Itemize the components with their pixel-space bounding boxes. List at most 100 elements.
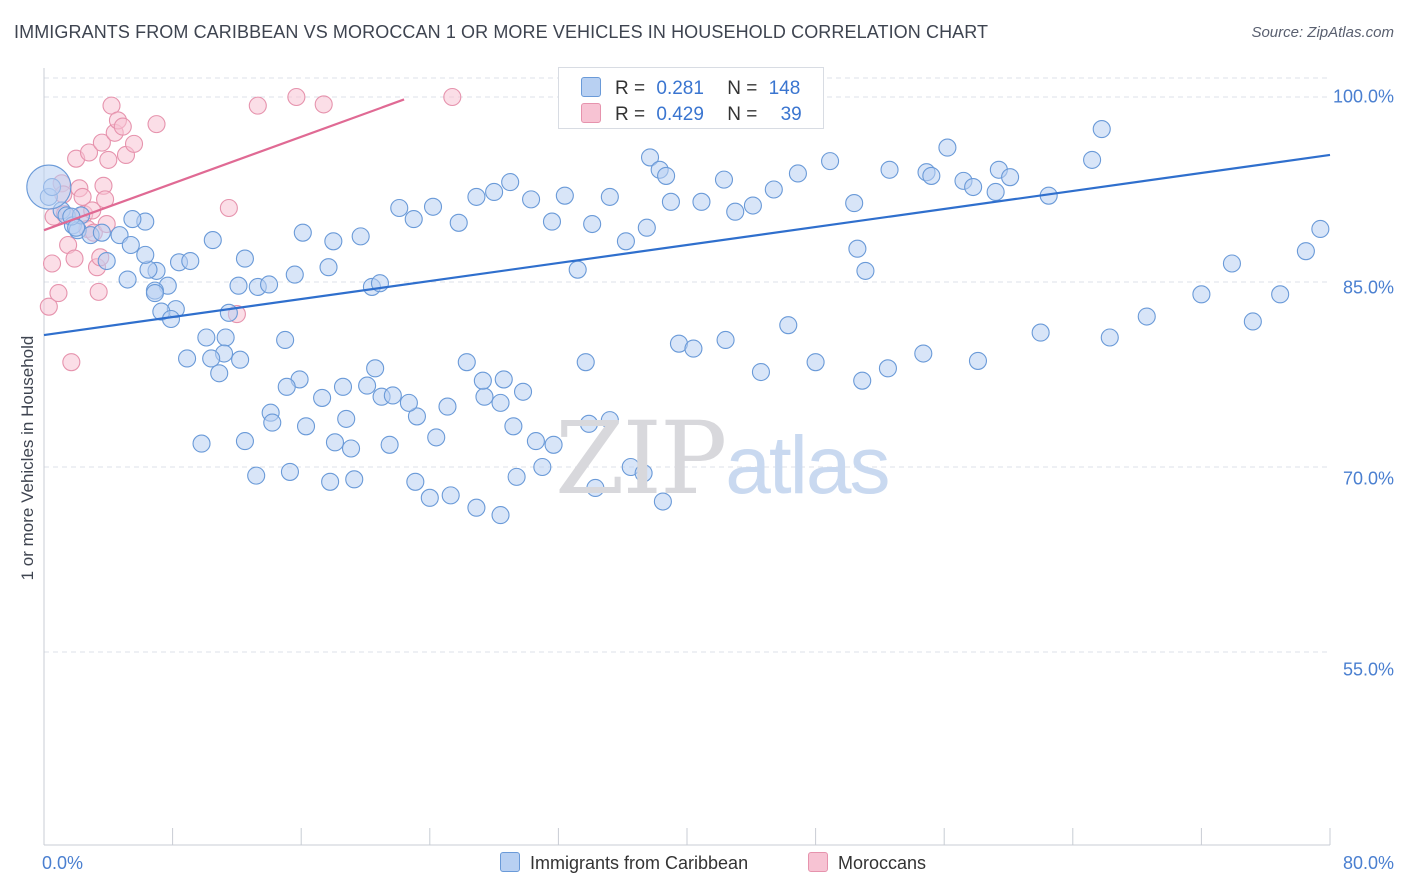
y-tick-label: 85.0% xyxy=(1342,277,1394,298)
r-label: R = xyxy=(615,78,646,99)
caribbean-point xyxy=(568,260,587,279)
caribbean-point xyxy=(280,462,299,481)
caribbean-point xyxy=(441,486,460,505)
caribbean-point xyxy=(586,478,605,498)
y-tick-label: 55.0% xyxy=(1342,659,1394,680)
caribbean-point xyxy=(181,251,200,271)
caribbean-point xyxy=(293,223,312,242)
caribbean-point xyxy=(526,432,545,451)
moroccans-point xyxy=(62,353,81,372)
caribbean-point xyxy=(533,457,552,477)
caribbean-point xyxy=(491,393,510,412)
caribbean-point xyxy=(1137,307,1156,326)
caribbean-point xyxy=(1271,285,1290,304)
caribbean-point xyxy=(616,232,635,251)
moroccans-point xyxy=(89,282,108,301)
legend-row-moroccans: R = 0.429 N = 39 xyxy=(581,103,802,126)
caribbean-point xyxy=(637,218,656,237)
y-axis-label: 1 or more Vehicles in Household xyxy=(18,335,37,581)
n-label: N = xyxy=(727,78,758,99)
caribbean-point xyxy=(296,417,316,436)
caribbean-point xyxy=(743,196,762,215)
caribbean-point xyxy=(285,265,304,284)
caribbean-point xyxy=(219,303,238,322)
caribbean-point xyxy=(634,464,653,483)
caribbean-point xyxy=(145,284,164,303)
legend-label: Immigrants from Caribbean xyxy=(530,853,749,873)
caribbean-point xyxy=(657,166,676,185)
caribbean-point xyxy=(726,202,745,221)
caribbean-point xyxy=(853,371,872,390)
legend-label: Moroccans xyxy=(838,853,927,873)
correlation-legend: R = 0.281 N = 148 R = 0.429 N = 39 xyxy=(558,67,824,129)
r-label: R = xyxy=(615,104,646,125)
caribbean-point xyxy=(555,186,574,205)
caribbean-point xyxy=(845,194,864,213)
moroccans-trendline xyxy=(43,98,405,232)
caribbean-point xyxy=(406,472,425,491)
caribbean-point xyxy=(123,210,142,229)
caribbean-point xyxy=(714,170,734,189)
caribbean-point xyxy=(542,212,562,231)
caribbean-point xyxy=(507,467,526,486)
caribbean-point xyxy=(938,138,957,157)
caribbean-point xyxy=(1100,328,1119,347)
moroccans-point xyxy=(314,95,333,114)
caribbean-point xyxy=(467,498,486,517)
caribbean-point xyxy=(779,316,798,335)
caribbean-point xyxy=(1192,285,1211,304)
caribbean-point xyxy=(579,414,598,433)
moroccans-point xyxy=(219,198,238,218)
legend-item-caribbean: Immigrants from Caribbean xyxy=(500,852,748,874)
caribbean-point xyxy=(1296,242,1315,261)
moroccans-point xyxy=(248,96,267,115)
caribbean-point xyxy=(276,330,295,350)
caribbean-point xyxy=(229,276,248,295)
caribbean-point xyxy=(964,177,983,197)
caribbean-point xyxy=(522,190,541,209)
pink-swatch xyxy=(808,852,828,872)
caribbean-point xyxy=(407,407,426,426)
blue-swatch xyxy=(581,77,601,97)
caribbean-point xyxy=(504,417,523,436)
caribbean-point xyxy=(247,466,266,485)
caribbean-point xyxy=(684,339,703,358)
caribbean-point xyxy=(118,270,137,289)
caribbean-point xyxy=(457,353,476,372)
caribbean-point xyxy=(235,432,254,451)
caribbean-point xyxy=(576,353,595,372)
caribbean-point xyxy=(788,164,807,183)
caribbean-point xyxy=(325,433,345,452)
caribbean-point xyxy=(380,435,399,454)
caribbean-point xyxy=(485,182,504,202)
moroccans-point xyxy=(49,284,68,303)
moroccans-point xyxy=(443,87,462,107)
caribbean-point xyxy=(313,388,332,407)
n-value: 39 xyxy=(780,104,802,125)
caribbean-point xyxy=(341,439,361,458)
caribbean-point xyxy=(513,382,533,401)
caribbean-point xyxy=(351,227,370,246)
pink-swatch xyxy=(581,103,601,123)
caribbean-point xyxy=(216,328,235,347)
caribbean-point xyxy=(366,359,385,378)
moroccans-point xyxy=(287,87,306,107)
caribbean-point xyxy=(491,506,510,525)
caribbean-point xyxy=(399,393,418,412)
n-label: N = xyxy=(727,104,758,125)
moroccans-point xyxy=(42,254,62,273)
caribbean-point xyxy=(661,192,680,211)
caribbean-point xyxy=(1222,254,1241,273)
caribbean-point xyxy=(337,409,356,428)
caribbean-point xyxy=(202,349,221,368)
caribbean-point xyxy=(475,387,494,406)
caribbean-point xyxy=(449,213,468,232)
caribbean-point xyxy=(856,261,875,280)
caribbean-trendline xyxy=(43,153,1331,337)
caribbean-point xyxy=(764,180,783,199)
caribbean-point xyxy=(438,397,457,416)
caribbean-point xyxy=(1092,120,1111,139)
caribbean-point xyxy=(1031,323,1050,342)
chart-title: IMMIGRANTS FROM CARIBBEAN VS MOROCCAN 1 … xyxy=(14,22,989,42)
